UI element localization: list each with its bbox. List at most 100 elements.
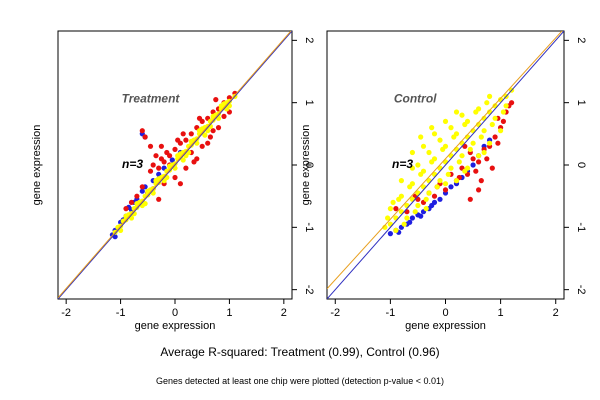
y-tick-label: 1: [303, 100, 315, 106]
data-point: [205, 140, 211, 146]
data-point: [390, 199, 396, 205]
data-layer: [58, 31, 292, 299]
x-tick-label: 2: [553, 307, 559, 319]
reference-line: [327, 31, 564, 299]
y-tick-label: 0: [575, 162, 587, 168]
x-tick-label: -2: [330, 307, 340, 319]
reference-line: [58, 31, 292, 299]
y-tick-label: 2: [575, 37, 587, 43]
data-point: [434, 184, 440, 190]
data-point: [500, 109, 506, 115]
data-point: [462, 121, 468, 128]
data-point: [431, 193, 438, 199]
data-point: [393, 227, 399, 233]
data-point: [476, 153, 482, 159]
x-axis-title: gene expression: [405, 320, 486, 332]
y-tick-label: -1: [303, 222, 315, 232]
data-point: [409, 149, 415, 156]
data-point: [387, 231, 393, 237]
data-point: [418, 171, 424, 177]
data-point: [134, 201, 140, 207]
data-point: [175, 153, 181, 159]
data-point: [128, 199, 135, 205]
panel-title: Control: [394, 92, 437, 106]
data-point: [470, 140, 476, 146]
data-point: [431, 131, 438, 137]
y-tick-label: 1: [575, 100, 587, 106]
data-point: [215, 125, 222, 131]
data-point: [489, 121, 495, 128]
data-point: [221, 113, 227, 119]
data-point: [142, 201, 148, 207]
data-point: [188, 138, 194, 144]
data-point: [142, 134, 148, 140]
panel-title: Treatment: [122, 92, 181, 106]
data-point: [467, 196, 473, 202]
data-point: [150, 162, 156, 168]
data-point: [489, 165, 495, 171]
y-tick-label: -1: [575, 222, 587, 232]
data-point: [407, 184, 413, 190]
control-panel: -2 -1 0 1 2 -2 -1 0 1 2 gene expression gene expres…: [300, 30, 587, 332]
data-point: [476, 159, 482, 165]
data-point: [188, 131, 194, 137]
data-point: [412, 209, 418, 215]
reference-line: [327, 31, 563, 290]
data-point: [183, 165, 189, 171]
data-point: [420, 143, 427, 149]
data-point: [481, 149, 487, 156]
x-tick-label: 2: [281, 307, 287, 319]
data-point: [448, 184, 454, 190]
data-point: [453, 178, 460, 184]
data-point: [175, 137, 181, 143]
data-point: [487, 140, 493, 146]
data-point: [207, 134, 213, 140]
data-point: [183, 137, 189, 143]
data-point: [172, 174, 178, 181]
data-point: [453, 109, 460, 115]
data-point: [393, 206, 399, 212]
y-tick-label: 0: [303, 162, 315, 168]
data-point: [387, 221, 393, 227]
data-point: [210, 128, 216, 134]
data-point: [481, 128, 487, 134]
data-point: [196, 115, 203, 121]
data-point: [442, 181, 449, 187]
data-point: [177, 181, 183, 187]
y-axis-title: gene expression: [31, 125, 43, 206]
y-axis-title: gene expression: [300, 125, 312, 206]
data-point: [139, 188, 145, 194]
data-point: [429, 159, 435, 165]
data-point: [180, 131, 186, 137]
data-point: [415, 162, 421, 168]
y-tick-label: -2: [575, 285, 587, 295]
data-point: [459, 153, 465, 159]
data-point: [426, 190, 432, 196]
x-tick-label: -2: [61, 307, 71, 319]
data-point: [156, 196, 162, 202]
data-point: [415, 202, 421, 209]
data-point: [404, 215, 410, 221]
x-tick-label: 1: [498, 307, 504, 319]
data-point: [158, 143, 164, 149]
data-point: [404, 209, 410, 215]
data-point: [437, 178, 443, 184]
data-point: [213, 97, 219, 103]
data-point: [473, 109, 479, 115]
data-point: [407, 219, 413, 225]
treatment-panel: -2 -1 0 1 2 -2 -1 0 1 2 gene expression gene expres…: [31, 30, 315, 332]
data-point: [180, 157, 186, 163]
data-point: [448, 153, 454, 159]
data-point: [423, 206, 429, 212]
data-point: [145, 188, 151, 194]
data-point: [147, 143, 154, 149]
data-point: [139, 128, 145, 134]
data-point: [500, 118, 506, 124]
data-point: [153, 153, 159, 159]
data-point: [409, 215, 415, 221]
data-point: [139, 184, 145, 190]
data-point: [456, 159, 462, 165]
data-point: [393, 215, 399, 221]
data-point: [153, 178, 159, 184]
